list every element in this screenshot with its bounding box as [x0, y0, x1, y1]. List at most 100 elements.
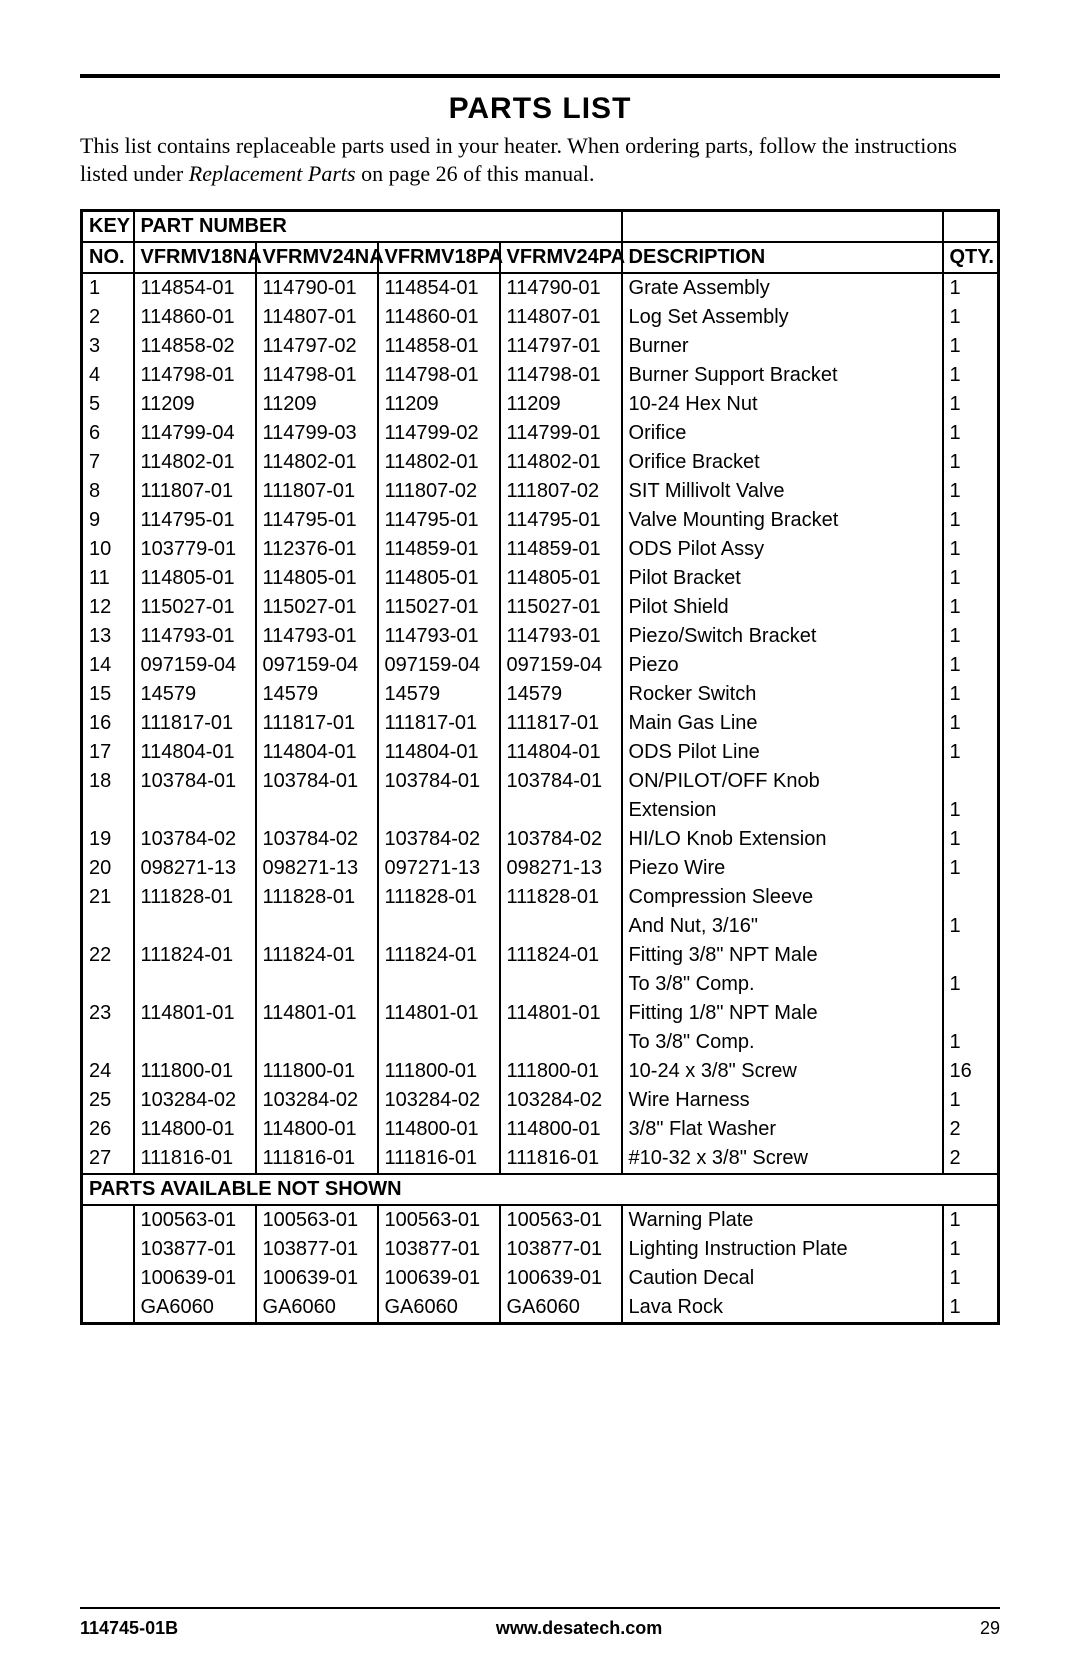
footer-page: 29: [980, 1618, 1000, 1639]
cell-part-number: 111800-01: [134, 1057, 256, 1086]
cell-qty: 1: [943, 738, 999, 767]
cell-part-number: 114799-01: [500, 419, 622, 448]
cell-part-number: 114799-04: [134, 419, 256, 448]
cell-description: Burner: [622, 332, 943, 361]
cell-description: SIT Millivolt Valve: [622, 477, 943, 506]
cell-description: Caution Decal: [622, 1264, 943, 1293]
table-row: 51120911209112091120910-24 Hex Nut1: [82, 390, 999, 419]
cell-description: ODS Pilot Assy: [622, 535, 943, 564]
cell-part-number: 114801-01: [378, 999, 500, 1028]
cell-key: 16: [82, 709, 134, 738]
table-row: 25103284-02103284-02103284-02103284-02Wi…: [82, 1086, 999, 1115]
cell-part-number: 114858-02: [134, 332, 256, 361]
table-row: GA6060GA6060GA6060GA6060Lava Rock1: [82, 1293, 999, 1324]
cell-qty: 1: [943, 680, 999, 709]
cell-part-number: 11209: [256, 390, 378, 419]
cell-description: To 3/8" Comp.: [622, 1028, 943, 1057]
cell-part-number: 098271-13: [134, 854, 256, 883]
footer-url: www.desatech.com: [496, 1618, 662, 1639]
cell-part-number: 114800-01: [378, 1115, 500, 1144]
cell-part-number: 100563-01: [134, 1205, 256, 1235]
cell-key: 13: [82, 622, 134, 651]
table-row: 1114854-01114790-01114854-01114790-01Gra…: [82, 273, 999, 303]
table-row: To 3/8" Comp.1: [82, 1028, 999, 1057]
cell-part-number: 111817-01: [378, 709, 500, 738]
cell-qty: 1: [943, 390, 999, 419]
table-row: 16111817-01111817-01111817-01111817-01Ma…: [82, 709, 999, 738]
cell-key: [82, 1264, 134, 1293]
intro-paragraph: This list contains replaceable parts use…: [80, 132, 1000, 187]
cell-part-number: 111824-01: [256, 941, 378, 970]
cell-part-number: 111828-01: [256, 883, 378, 912]
cell-part-number: 114802-01: [256, 448, 378, 477]
cell-description: Burner Support Bracket: [622, 361, 943, 390]
table-row: 17114804-01114804-01114804-01114804-01OD…: [82, 738, 999, 767]
cell-part-number: [378, 1028, 500, 1057]
cell-part-number: [500, 1028, 622, 1057]
cell-description: Extension: [622, 796, 943, 825]
cell-key: 18: [82, 767, 134, 796]
cell-part-number: 114804-01: [378, 738, 500, 767]
cell-qty: 1: [943, 332, 999, 361]
cell-key: 24: [82, 1057, 134, 1086]
table-row: 23114801-01114801-01114801-01114801-01Fi…: [82, 999, 999, 1028]
cell-qty: 1: [943, 796, 999, 825]
cell-key: 2: [82, 303, 134, 332]
table-row: 6114799-04114799-03114799-02114799-01Ori…: [82, 419, 999, 448]
cell-part-number: 097159-04: [256, 651, 378, 680]
cell-part-number: 103877-01: [256, 1235, 378, 1264]
header-model-3: VFRMV24PA: [500, 242, 622, 273]
cell-part-number: 103784-01: [500, 767, 622, 796]
cell-part-number: 103877-01: [378, 1235, 500, 1264]
cell-part-number: 114799-03: [256, 419, 378, 448]
cell-part-number: 114798-01: [134, 361, 256, 390]
table-row: 8111807-01111807-01111807-02111807-02SIT…: [82, 477, 999, 506]
cell-part-number: 114802-01: [378, 448, 500, 477]
cell-part-number: GA6060: [256, 1293, 378, 1324]
cell-part-number: 114797-01: [500, 332, 622, 361]
cell-qty: [943, 767, 999, 796]
cell-qty: 1: [943, 1028, 999, 1057]
cell-part-number: 103284-02: [500, 1086, 622, 1115]
table-row: 103877-01103877-01103877-01103877-01Ligh…: [82, 1235, 999, 1264]
cell-part-number: 103284-02: [134, 1086, 256, 1115]
header-no: NO.: [82, 242, 134, 273]
header-model-2: VFRMV18PA: [378, 242, 500, 273]
cell-part-number: 115027-01: [134, 593, 256, 622]
cell-part-number: [256, 912, 378, 941]
cell-part-number: 114805-01: [256, 564, 378, 593]
table-row: To 3/8" Comp.1: [82, 970, 999, 999]
cell-part-number: 14579: [134, 680, 256, 709]
cell-description: To 3/8" Comp.: [622, 970, 943, 999]
cell-description: Piezo: [622, 651, 943, 680]
cell-key: 4: [82, 361, 134, 390]
cell-part-number: 114798-01: [378, 361, 500, 390]
cell-qty: 1: [943, 448, 999, 477]
cell-part-number: 100639-01: [256, 1264, 378, 1293]
cell-key: 9: [82, 506, 134, 535]
cell-part-number: 111816-01: [500, 1144, 622, 1174]
cell-part-number: 114801-01: [134, 999, 256, 1028]
table-row: 18103784-01103784-01103784-01103784-01ON…: [82, 767, 999, 796]
cell-part-number: 114858-01: [378, 332, 500, 361]
cell-part-number: 114807-01: [256, 303, 378, 332]
cell-part-number: 114793-01: [500, 622, 622, 651]
cell-part-number: 114801-01: [256, 999, 378, 1028]
cell-key: 3: [82, 332, 134, 361]
cell-part-number: 114795-01: [378, 506, 500, 535]
cell-part-number: 114804-01: [500, 738, 622, 767]
cell-part-number: 103784-02: [378, 825, 500, 854]
cell-part-number: 111807-01: [134, 477, 256, 506]
cell-key: 7: [82, 448, 134, 477]
cell-part-number: [134, 970, 256, 999]
cell-part-number: GA6060: [134, 1293, 256, 1324]
table-row: 7114802-01114802-01114802-01114802-01Ori…: [82, 448, 999, 477]
table-body: 1114854-01114790-01114854-01114790-01Gra…: [82, 273, 999, 1174]
cell-description: Log Set Assembly: [622, 303, 943, 332]
cell-qty: 16: [943, 1057, 999, 1086]
cell-description: ODS Pilot Line: [622, 738, 943, 767]
cell-description: Piezo Wire: [622, 854, 943, 883]
cell-description: Fitting 1/8" NPT Male: [622, 999, 943, 1028]
cell-part-number: 100563-01: [500, 1205, 622, 1235]
cell-key: 14: [82, 651, 134, 680]
